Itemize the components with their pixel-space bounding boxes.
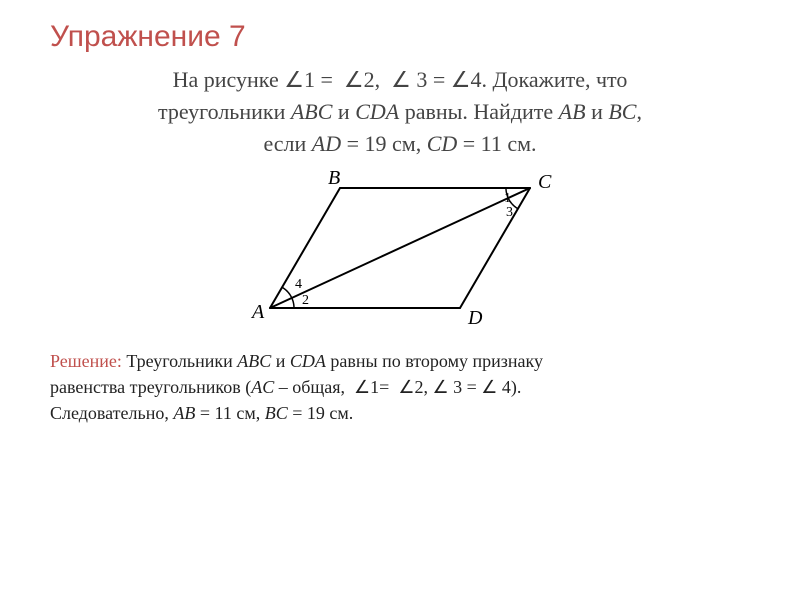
var: CDA <box>290 351 326 371</box>
text: 3 = <box>449 377 482 397</box>
slide: Упражнение 7 На рисунке ∠1 = ∠2, ∠ 3 = ∠… <box>0 0 800 600</box>
angle-icon: ∠ <box>432 377 448 397</box>
angle-icon: ∠ <box>354 377 370 397</box>
var: BC <box>265 403 288 423</box>
solution-label: Решение: <box>50 351 122 371</box>
text: На рисунке <box>173 67 285 92</box>
angle-icon: ∠ <box>284 67 304 92</box>
solution-text: Решение: Треугольники ABC и CDA равны по… <box>50 348 750 426</box>
text: 3 = <box>411 67 451 92</box>
var: AB <box>173 403 195 423</box>
svg-text:B: B <box>328 168 340 189</box>
text: 1 = <box>304 67 338 92</box>
svg-text:C: C <box>538 171 552 193</box>
text: и <box>586 99 609 124</box>
text: равны. Найдите <box>399 99 558 124</box>
text: = 19 см, <box>341 131 427 156</box>
text: и <box>271 351 290 371</box>
svg-text:3: 3 <box>506 205 513 220</box>
text: , <box>636 99 642 124</box>
var: AD <box>312 131 341 156</box>
text: и <box>332 99 355 124</box>
svg-text:1: 1 <box>504 191 511 206</box>
problem-statement: На рисунке ∠1 = ∠2, ∠ 3 = ∠4. Докажите, … <box>50 64 750 160</box>
text: Треугольники <box>122 351 237 371</box>
var: ABC <box>291 99 333 124</box>
angle-icon: ∠ <box>481 377 497 397</box>
text: если <box>263 131 311 156</box>
svg-text:2: 2 <box>302 293 309 308</box>
var: BC <box>608 99 636 124</box>
text: равенства треугольников ( <box>50 377 251 397</box>
text: 4. Докажите, что <box>471 67 628 92</box>
var: CDA <box>355 99 399 124</box>
parallelogram-diagram: 13 42 A B C D <box>240 168 560 338</box>
var: ABC <box>237 351 271 371</box>
svg-text:A: A <box>250 301 265 323</box>
text: треугольники <box>158 99 291 124</box>
text: – общая, <box>274 377 349 397</box>
angle-icon: ∠ <box>344 67 364 92</box>
var: AB <box>559 99 586 124</box>
text: = 11 см. <box>457 131 536 156</box>
text: 2, <box>364 67 386 92</box>
text: Следовательно, <box>50 403 173 423</box>
text: 1= <box>370 377 394 397</box>
angle-icon: ∠ <box>451 67 471 92</box>
var: AC <box>251 377 274 397</box>
exercise-title: Упражнение 7 <box>50 20 750 54</box>
text: 4). <box>497 377 521 397</box>
figure-container: 13 42 A B C D <box>50 168 750 338</box>
var: CD <box>427 131 458 156</box>
text: равны по второму признаку <box>326 351 543 371</box>
text: = 11 см, <box>195 403 264 423</box>
svg-text:D: D <box>467 307 483 329</box>
svg-text:4: 4 <box>295 277 302 292</box>
angle-icon: ∠ <box>398 377 414 397</box>
angle-icon: ∠ <box>391 67 411 92</box>
text: 2, <box>414 377 432 397</box>
text: = 19 см. <box>288 403 354 423</box>
